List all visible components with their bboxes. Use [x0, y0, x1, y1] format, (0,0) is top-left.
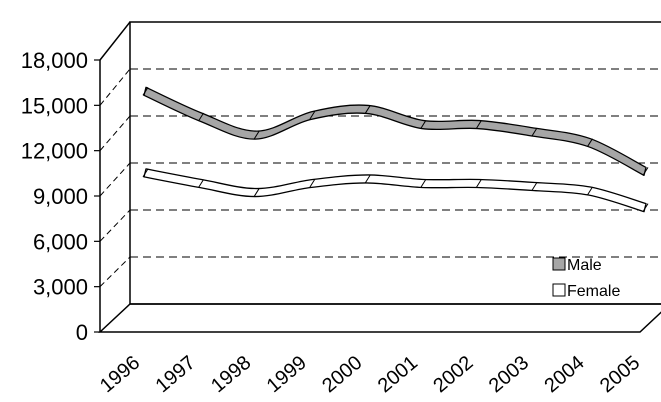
data-point-female — [475, 179, 482, 188]
x-tick-label: 2003 — [485, 352, 533, 397]
data-point-male — [531, 127, 538, 137]
legend: Male Female — [552, 257, 620, 300]
gridline-side — [99, 115, 131, 151]
data-point-male — [642, 167, 649, 176]
data-point-male — [475, 120, 482, 129]
data-point-male — [587, 138, 593, 147]
x-tick-label: 1999 — [263, 352, 311, 397]
y-tick-label: 0 — [76, 320, 88, 345]
gridline-side — [99, 21, 131, 61]
legend-swatch-female — [552, 283, 566, 297]
data-point-female — [198, 179, 204, 188]
y-axis: 0 3,000 6,000 9,000 12,000 15,000 18,000 — [21, 48, 88, 345]
gridline-side — [99, 209, 131, 242]
data-point-female — [420, 179, 427, 188]
gridline-side — [99, 68, 131, 106]
x-tick-label: 1997 — [152, 352, 200, 397]
data-point-male — [253, 130, 260, 140]
y-tick-label: 6,000 — [33, 229, 88, 254]
legend-swatch-male — [552, 257, 566, 271]
x-tick-label: 1996 — [96, 352, 144, 397]
data-point-male — [309, 111, 316, 120]
series-female — [142, 168, 649, 213]
x-tick-label: 2005 — [596, 352, 644, 397]
series-ribbon-female — [143, 168, 647, 213]
data-point-male — [420, 120, 427, 129]
data-point-female — [253, 188, 260, 197]
x-tick-label: 2000 — [318, 352, 366, 397]
gridlines — [94, 21, 661, 333]
gridline-side — [99, 256, 131, 288]
floor — [98, 303, 661, 333]
data-point-male — [142, 87, 149, 96]
y-tick-label: 15,000 — [21, 93, 88, 118]
series-ribbon-male — [143, 86, 647, 177]
data-point-female — [309, 179, 316, 188]
x-tick-label: 2002 — [429, 352, 477, 397]
x-tick-label: 2001 — [374, 352, 422, 397]
data-point-female — [142, 168, 149, 178]
x-axis: 1996 1997 1998 1999 2000 2001 2002 2003 … — [96, 352, 644, 397]
y-tick-label: 9,000 — [33, 184, 88, 209]
y-tick-label: 18,000 — [21, 48, 88, 73]
legend-label-female: Female — [567, 283, 620, 300]
data-point-male — [364, 105, 371, 114]
y-tick-label: 3,000 — [33, 275, 88, 300]
x-tick-label: 1998 — [207, 352, 255, 397]
series-layer — [142, 86, 649, 213]
data-point-female — [364, 174, 371, 184]
gridline-side — [99, 162, 131, 197]
legend-label-male: Male — [567, 257, 602, 274]
series-male — [142, 86, 649, 177]
data-point-female — [531, 182, 538, 191]
x-tick-label: 2004 — [540, 352, 588, 397]
y-tick-label: 12,000 — [21, 139, 88, 164]
data-point-female — [642, 203, 649, 212]
data-point-female — [587, 186, 593, 196]
data-point-male — [198, 112, 204, 122]
